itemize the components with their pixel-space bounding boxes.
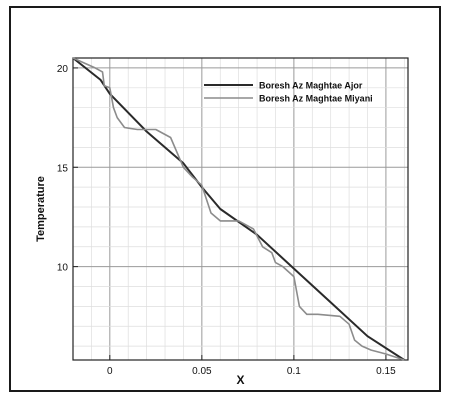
plot-area-border [72,57,409,361]
series-lines [72,57,405,361]
y-tick-label: 20 [57,64,69,75]
x-axis-ticks: 0 0.05 0.1 0.15 [107,355,396,377]
legend-label-1: Boresh Az Maghtae Ajor [259,81,363,91]
series-line-1 [72,57,405,361]
x-tick-label: 0.1 [287,366,301,377]
x-axis-label: X [236,373,244,387]
chart-frame: 0 0.05 0.1 0.15 10 15 20 X Temperature Boresh… [9,6,441,392]
y-axis-label: Temperature [35,176,47,242]
grid [73,58,408,360]
line-chart: 0 0.05 0.1 0.15 10 15 20 X Temperature Boresh… [35,57,409,387]
y-tick-label: 15 [57,163,69,174]
x-tick-label: 0.05 [192,366,212,377]
legend-label-2: Boresh Az Maghtae Miyani [259,94,373,104]
x-tick-label: 0 [107,366,113,377]
series-line-2 [72,57,405,361]
legend: Boresh Az Maghtae Ajor Boresh Az Maghtae … [204,81,373,104]
y-tick-label: 10 [57,263,69,274]
y-axis-ticks: 10 15 20 [57,64,78,274]
x-tick-label: 0.15 [376,366,396,377]
